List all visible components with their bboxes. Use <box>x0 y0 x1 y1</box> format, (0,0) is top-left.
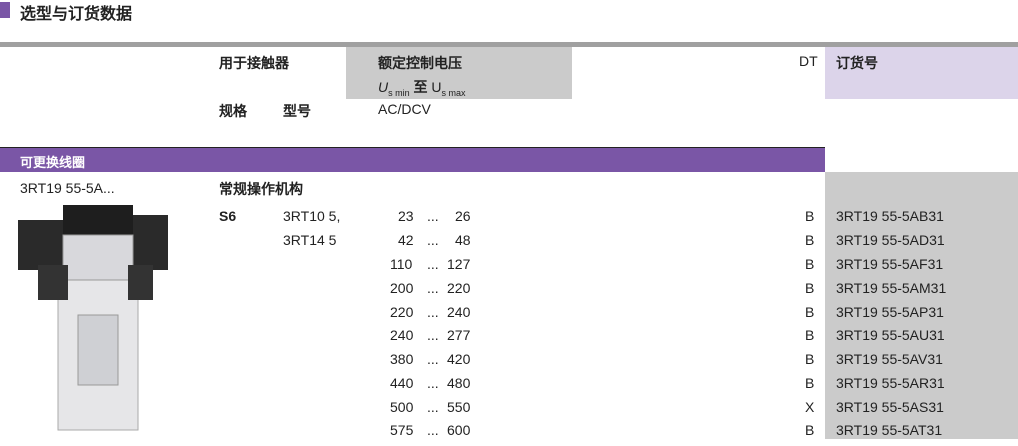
order-number: 3RT19 55-5AS31 <box>836 399 944 415</box>
order-number: 3RT19 55-5AF31 <box>836 256 944 272</box>
vmin: 200 <box>390 280 414 296</box>
dt: B <box>805 304 815 320</box>
order-number: 3RT19 55-5AR31 <box>836 375 945 391</box>
dt: B <box>805 256 815 272</box>
us-symbol-2: U <box>431 79 442 95</box>
order-column-bg <box>825 172 1018 439</box>
table-row: 110... 127 B 3RT19 55-5AF31 <box>0 256 1018 280</box>
to-label: 至 <box>413 79 428 95</box>
vmax: 48 <box>455 232 471 248</box>
vmax: 26 <box>455 208 471 224</box>
voltage-header: 额定控制电压 <box>378 55 462 71</box>
dots: ... <box>427 256 439 272</box>
order-number: 3RT19 55-5AV31 <box>836 351 943 367</box>
smin: s min <box>388 88 410 98</box>
dt: B <box>805 351 815 367</box>
dots: ... <box>427 304 439 320</box>
vmin: 42 <box>398 232 414 248</box>
vmin: 110 <box>390 256 413 272</box>
dt: B <box>805 208 815 224</box>
page-title: 选型与订货数据 <box>20 6 133 23</box>
dots: ... <box>427 208 439 224</box>
voltage-header-bg <box>346 47 572 99</box>
dots: ... <box>427 422 439 438</box>
dots: ... <box>427 375 439 391</box>
order-header: 订货号 <box>836 55 878 71</box>
table-row: 200... 220 B 3RT19 55-5AM31 <box>0 280 1018 304</box>
dots: ... <box>427 232 439 248</box>
table-row: 42... 48 B 3RT19 55-5AD31 <box>0 232 1018 256</box>
vmin: 575 <box>390 422 414 438</box>
contactor-header: 用于接触器 <box>219 55 289 71</box>
dt: X <box>805 399 815 415</box>
vmax: 127 <box>447 256 471 272</box>
divider <box>0 42 1018 47</box>
vmin: 500 <box>390 399 414 415</box>
dt: B <box>805 232 815 248</box>
table-row: 440... 480 B 3RT19 55-5AR31 <box>0 375 1018 399</box>
dt: B <box>805 327 815 343</box>
vmin: 240 <box>390 327 414 343</box>
dt: B <box>805 280 815 296</box>
title-marker <box>0 2 10 18</box>
dt: B <box>805 375 815 391</box>
type-header: 型号 <box>283 103 311 119</box>
smax: s max <box>441 88 466 98</box>
order-number: 3RT19 55-5AT31 <box>836 422 943 438</box>
coil-product-image <box>18 205 170 435</box>
dots: ... <box>427 399 439 415</box>
dt-header: DT <box>799 53 818 69</box>
vmin: 380 <box>390 351 414 367</box>
table-row: 240... 277 B 3RT19 55-5AU31 <box>0 327 1018 351</box>
type-value: 3RT14 5 <box>283 232 337 248</box>
table-row: 380... 420 B 3RT19 55-5AV31 <box>0 351 1018 375</box>
vmax: 550 <box>447 399 471 415</box>
acdc-header: AC/DCV <box>378 101 431 117</box>
type-value: 3RT10 5, <box>283 208 341 224</box>
table-row: 500... 550 X 3RT19 55-5AS31 <box>0 399 1018 423</box>
vmin: 440 <box>390 375 414 391</box>
vmax: 240 <box>447 304 471 320</box>
dots: ... <box>427 327 439 343</box>
vmin: 23 <box>398 208 414 224</box>
product-label: 3RT19 55-5A... <box>20 180 115 196</box>
size-header: 规格 <box>219 103 247 119</box>
dots: ... <box>427 280 439 296</box>
order-number: 3RT19 55-5AB31 <box>836 208 944 224</box>
vmin: 220 <box>390 304 414 320</box>
us-symbol: U <box>378 79 389 95</box>
order-number: 3RT19 55-5AD31 <box>836 232 945 248</box>
section-bar: 可更换线圈 <box>0 147 825 172</box>
order-number: 3RT19 55-5AM31 <box>836 280 947 296</box>
order-number: 3RT19 55-5AU31 <box>836 327 945 343</box>
table-row: 575... 600 B 3RT19 55-5AT31 <box>0 422 1018 446</box>
dots: ... <box>427 351 439 367</box>
order-number: 3RT19 55-5AP31 <box>836 304 944 320</box>
vmax: 480 <box>447 375 471 391</box>
order-header-bg <box>825 47 1018 99</box>
size-value: S6 <box>219 208 237 224</box>
section-title: 可更换线圈 <box>20 155 86 170</box>
vmax: 420 <box>447 351 471 367</box>
vmax: 277 <box>447 327 471 343</box>
table-row: 220... 240 B 3RT19 55-5AP31 <box>0 304 1018 328</box>
vmax: 220 <box>447 280 471 296</box>
dt: B <box>805 422 815 438</box>
mechanism-label: 常规操作机构 <box>219 181 303 197</box>
table-row: 23... 26 B 3RT19 55-5AB31 <box>0 208 1018 232</box>
voltage-range-label: Us min 至 Us max <box>378 77 466 98</box>
vmax: 600 <box>447 422 471 438</box>
